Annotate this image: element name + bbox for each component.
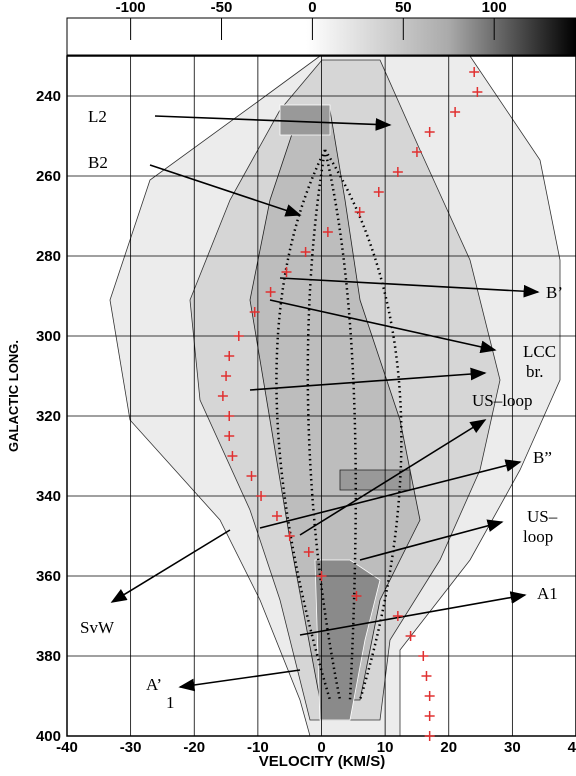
point [281,267,292,277]
annotation: B’ [546,283,563,302]
x-tick-label: 40 [568,739,576,756]
point [284,531,295,541]
annotation: B” [533,448,552,467]
point [256,491,267,501]
annotation: br. [526,362,543,381]
x-tick-label: 10 [377,739,394,756]
point [450,107,461,117]
point [224,351,235,361]
annotation: LCC [523,342,556,361]
annotation: loop [523,527,553,546]
colorbar-tick-label: 100 [482,0,507,16]
x-tick-label: -30 [120,739,142,756]
point [469,67,480,77]
y-tick-label: 280 [36,248,61,265]
colorbar-tick-label: 50 [395,0,412,16]
y-tick-label: 400 [36,728,61,745]
point [224,431,235,441]
annotation: L2 [88,107,107,126]
colorbar-tick-label: -50 [211,0,233,16]
point [303,547,314,557]
point [224,411,235,421]
annotation: SvW [80,618,115,637]
point [411,147,422,157]
point [354,207,365,217]
point [424,127,435,137]
point [271,511,282,521]
annotation: 1 [166,693,175,712]
y-tick-label: 320 [36,408,61,425]
y-tick-label: 340 [36,488,61,505]
point [472,87,483,97]
annotation: A1 [537,584,558,603]
point [300,247,311,257]
colorbar-tick-label: 0 [308,0,316,16]
x-tick-label: 0 [317,739,325,756]
point [233,331,244,341]
annotation: US– [527,507,558,526]
point [424,731,435,741]
point [392,611,403,621]
colorbar [66,17,576,56]
point [405,631,416,641]
emission [109,55,561,737]
point [392,167,403,177]
point [246,471,257,481]
point [217,391,228,401]
y-tick-label: 300 [36,328,61,345]
point [221,371,232,381]
x-tick-label: -10 [247,739,269,756]
y-tick-label: 360 [36,568,61,585]
annotation: B2 [88,153,108,172]
x-axis-label: VELOCITY (KM/S) [259,753,385,770]
point [421,671,432,681]
point [373,187,384,197]
point [322,227,333,237]
point [316,571,327,581]
point [227,451,238,461]
y-axis-label: GALACTIC LONG. [6,340,21,452]
point [418,651,429,661]
x-tick-label: -40 [56,739,78,756]
point [351,591,362,601]
point [424,691,435,701]
y-tick-label: 240 [36,88,61,105]
x-tick-label: 30 [504,739,521,756]
point [249,307,260,317]
annotation: US–loop [472,391,532,410]
point [265,287,276,297]
y-tick-label: 380 [36,648,61,665]
colorbar-tick-label: -100 [116,0,146,16]
x-tick-label: -20 [183,739,205,756]
annotation: A’ [146,675,162,694]
y-tick-label: 260 [36,168,61,185]
x-tick-label: 20 [440,739,457,756]
point [424,711,435,721]
